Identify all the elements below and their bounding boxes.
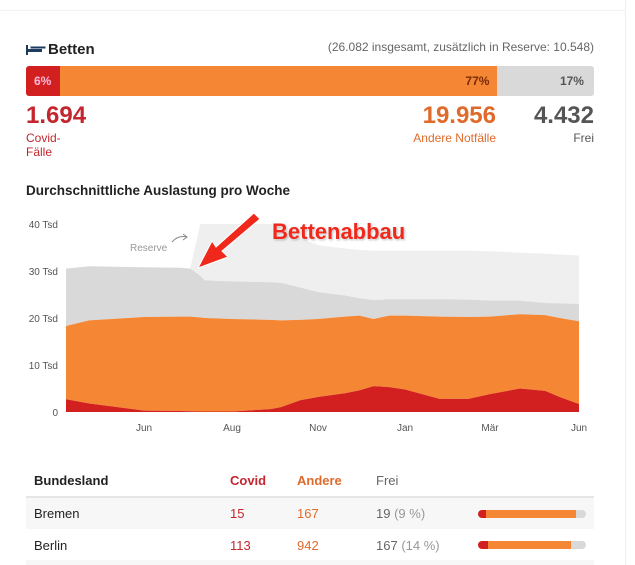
curved-arrow-icon [171,236,188,243]
mini-covid-segment [478,509,487,518]
bed-icon [26,44,42,55]
panel-border [625,0,626,565]
andere-label: Andere Notfälle [413,131,496,145]
mini-frei-segment [575,509,586,518]
cell-frei: 167 (14 %) [376,529,478,561]
annotation-bettenabbau: Bettenabbau [272,219,406,244]
frei-area [66,266,579,326]
mini-bar [478,509,586,518]
andere-count: 19.956 [422,102,496,129]
cell-name: Bremen [26,497,230,529]
header-bundesland[interactable]: Bundesland [26,465,230,498]
y-tick-label: 20 Tsd [29,314,58,325]
y-tick-label: 0 [52,408,58,419]
x-tick-label: Nov [309,423,327,434]
reserve-label: Reserve [130,243,168,254]
frei-pct: (9 %) [394,506,426,521]
frei-label: Frei [573,131,594,145]
header-andere[interactable]: Andere [297,465,376,498]
cell-bar [478,529,594,561]
curved-arrow-head-icon [182,233,188,241]
frei-pct: (14 %) [401,537,440,553]
cell-name: Berlin [34,537,68,553]
andere-segment: 77% [60,66,498,96]
andere-area [66,314,579,412]
y-tick-label: 10 Tsd [29,361,58,372]
chart-title: Durchschnittliche Auslastung pro Woche [26,183,291,198]
header-frei[interactable]: Frei [376,465,478,498]
occupancy-bar: 6% 77% 17% [26,66,594,96]
header-covid[interactable]: Covid [230,465,297,498]
header-bar [478,465,594,498]
section-title: Betten [26,41,95,58]
mini-bar [478,541,586,549]
x-tick-label: Aug [223,423,241,434]
cell-covid: 15 [230,497,297,529]
mini-andere-segment [487,541,572,549]
bundesland-table: Bundesland Covid Andere Frei Bremen 15 1… [26,465,594,561]
bed-total-note: (26.082 insgesamt, zusätzlich in Reserve… [327,40,594,54]
frei-value: 167 [376,537,398,553]
cell-andere: 942 [297,537,319,553]
panel-border-top [0,10,625,11]
y-tick-label: 40 Tsd [29,220,58,231]
covid-count: 1.694 [26,102,87,129]
cell-andere: 167 [297,497,376,529]
frei-segment: 17% [497,66,594,96]
y-tick-label: 30 Tsd [29,267,58,278]
mini-covid-segment [478,541,488,549]
next-row [26,560,594,565]
mini-andere-segment [486,509,576,518]
x-tick-label: Jun [571,423,587,434]
cell-frei: 19 (9 %) [376,497,478,529]
x-tick-label: Jun [136,423,152,434]
covid-area [66,386,579,412]
table-row: Berlin 113 942 167 (14 %) [26,529,594,561]
red-arrow-icon [196,212,261,269]
covid-segment: 6% [26,66,61,96]
x-tick-label: Mär [481,423,499,434]
x-tick-label: Jan [397,423,413,434]
cell-covid: 113 [230,537,251,553]
area-chart: 0 10 Tsd 20 Tsd 30 Tsd 40 Tsd Jun Aug Nov Jan Mär… [29,212,587,434]
table-row: Bremen 15 167 19 (9 %) [26,497,594,529]
title-text: Betten [48,41,95,58]
cell-bar [478,497,594,529]
frei-count: 4.432 [533,102,594,129]
mini-frei-segment [571,541,586,549]
covid-label: Covid-Fälle [26,131,61,159]
frei-value: 19 [376,506,391,521]
reserve-area [66,224,579,304]
